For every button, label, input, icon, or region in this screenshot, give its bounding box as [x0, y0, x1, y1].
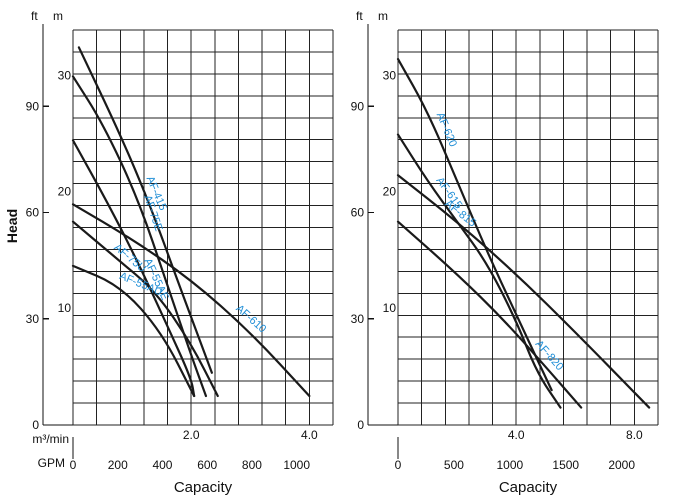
left-chart-panel: ft m 0 30 60 90 10 20 30 2.0 4.0 0 200 400 600 800 1000 m…: [26, 9, 334, 496]
m-tick-label: 20: [383, 185, 397, 199]
gpm-tick-label: 500: [444, 458, 464, 472]
curve-af-610: [71, 203, 311, 398]
curve-af-75e: [71, 75, 208, 398]
ft-unit-label: ft: [31, 9, 38, 23]
m3-unit-label: m³/min: [32, 432, 69, 446]
curve-af-815: [396, 174, 651, 409]
curve-af-55ae: [71, 139, 196, 398]
gpm-tick-label: 1000: [283, 458, 310, 472]
m-tick-label: 10: [58, 301, 72, 315]
curve-af-75u: [71, 220, 219, 398]
m3-tick-label: 4.0: [301, 428, 318, 442]
capacity-axis-title: Capacity: [174, 479, 233, 496]
m-tick-label: 10: [383, 301, 397, 315]
m-unit-label: m: [378, 9, 388, 23]
ft-tick-label: 90: [26, 99, 40, 113]
m-tick-label: 20: [58, 185, 72, 199]
gpm-tick-label: 1500: [552, 458, 579, 472]
ft-tick-label: 90: [351, 99, 365, 113]
m3-tick-label: 4.0: [508, 428, 525, 442]
ft-tick-label: 60: [26, 206, 40, 220]
curve-af-55au: [71, 264, 196, 398]
ft-tick-label: 0: [32, 418, 39, 432]
m3-tick-label: 2.0: [183, 428, 200, 442]
right-chart-panel: ft m 0 30 60 90 10 20 30 4.0 8.0 0 500 1000 1500 2000 Ca…: [351, 9, 659, 496]
m3-tick-label: 8.0: [626, 428, 643, 442]
curve-af-820: [396, 220, 583, 409]
head-axis-title: Head: [4, 209, 20, 243]
ft-tick-label: 60: [351, 206, 365, 220]
gpm-tick-label: 600: [197, 458, 217, 472]
capacity-axis-title: Capacity: [499, 479, 558, 496]
curve-label-af-620: AF-620: [434, 111, 459, 149]
ft-tick-label: 30: [351, 312, 365, 326]
ft-tick-label: 0: [357, 418, 364, 432]
m-unit-label: m: [53, 9, 63, 23]
gpm-tick-label: 200: [108, 458, 128, 472]
gpm-tick-label: 0: [70, 458, 77, 472]
gpm-tick-label: 0: [395, 458, 402, 472]
curve-af-415: [77, 46, 213, 374]
m-tick-label: 30: [58, 68, 72, 82]
m-tick-label: 30: [383, 68, 397, 82]
curve-af-620: [396, 57, 553, 392]
gpm-tick-label: 400: [152, 458, 172, 472]
gpm-tick-label: 1000: [496, 458, 523, 472]
gpm-tick-label: 800: [242, 458, 262, 472]
ft-unit-label: ft: [356, 9, 363, 23]
gpm-unit-label: GPM: [38, 456, 65, 470]
curve-label-af-820: AF-820: [533, 338, 566, 373]
ft-tick-label: 30: [26, 312, 40, 326]
gpm-tick-label: 2000: [608, 458, 635, 472]
curve-af-615: [396, 133, 562, 409]
